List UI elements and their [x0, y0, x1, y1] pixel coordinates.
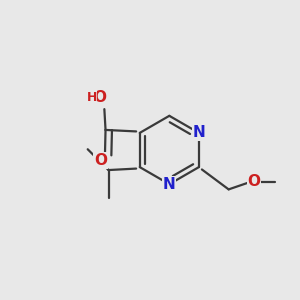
Text: N: N	[193, 125, 205, 140]
Text: O: O	[94, 153, 107, 168]
Text: H: H	[86, 91, 97, 104]
Text: O: O	[248, 175, 260, 190]
Text: N: N	[163, 177, 176, 192]
Text: O: O	[93, 90, 106, 105]
